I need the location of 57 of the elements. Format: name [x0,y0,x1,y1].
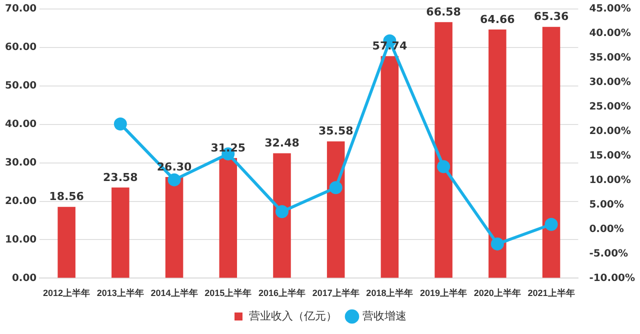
y2-tick-label: -10.00% [589,272,636,284]
y-tick-label: 10.00 [4,234,37,246]
y2-tick-label: 5.00% [589,199,624,210]
bar [58,206,76,278]
y-tick-label: 60.00 [4,42,37,54]
data-label: 32.48 [264,136,300,150]
point [168,173,181,186]
data-label: 31.25 [210,141,246,154]
data-label: 23.58 [103,170,138,184]
bar [434,22,452,278]
x-tick-label: 2014上半年 [150,288,198,298]
bar [112,188,130,278]
x-tick-label: 2015上半年 [204,288,252,298]
x-tick-label: 2013上半年 [96,288,144,298]
y-tick-label: 30.00 [4,157,37,168]
x-tick-label: 2016上半年 [258,288,306,298]
bar [542,26,560,278]
x-tick-label: 2017上半年 [312,288,360,298]
y2-tick-label: 20.00% [589,126,631,137]
data-label: 65.36 [534,10,570,24]
bar [273,153,291,278]
y2-tick-label: 30.00% [589,77,631,88]
y2-tick-label: 35.00% [589,52,631,64]
x-tick-label: 2019上半年 [420,288,468,298]
point [114,118,127,131]
bar [219,158,238,278]
data-label: 35.58 [318,124,354,138]
y2-tick-label: 15.00% [589,150,631,162]
y2-tick-label: 40.00% [589,28,631,40]
y-tick-label: 0.00 [12,272,37,284]
bar [326,141,345,278]
point [275,205,288,218]
x-tick-label: 2012上半年 [43,288,90,298]
y2-tick-label: 10.00% [589,174,631,186]
legend-label: 营收增速 [362,309,406,322]
bar [488,30,506,278]
x-tick-label: 2020上半年 [474,288,521,298]
y-tick-label: 50.00 [4,80,37,92]
x-tick-label: 2021上半年 [528,288,575,298]
point [544,218,558,231]
point [329,181,342,194]
y2-tick-label: -5.00% [589,248,628,260]
y2-tick-label: 45.00% [589,4,631,15]
point [437,160,450,174]
y2-tick-label: 25.00% [589,101,631,112]
x-tick-label: 2018上半年 [366,288,414,298]
y-tick-label: 70.00 [4,4,37,15]
data-label: 18.56 [49,190,84,204]
legend-label: 营业收入（亿元） [249,309,337,322]
data-label: 64.66 [480,12,516,26]
y2-tick-label: 0.00% [589,224,624,235]
data-label: 66.58 [426,6,461,19]
bar [165,177,184,278]
point [490,237,504,250]
bar [380,56,399,278]
y-tick-label: 40.00 [4,118,37,130]
y-tick-label: 20.00 [4,196,37,207]
